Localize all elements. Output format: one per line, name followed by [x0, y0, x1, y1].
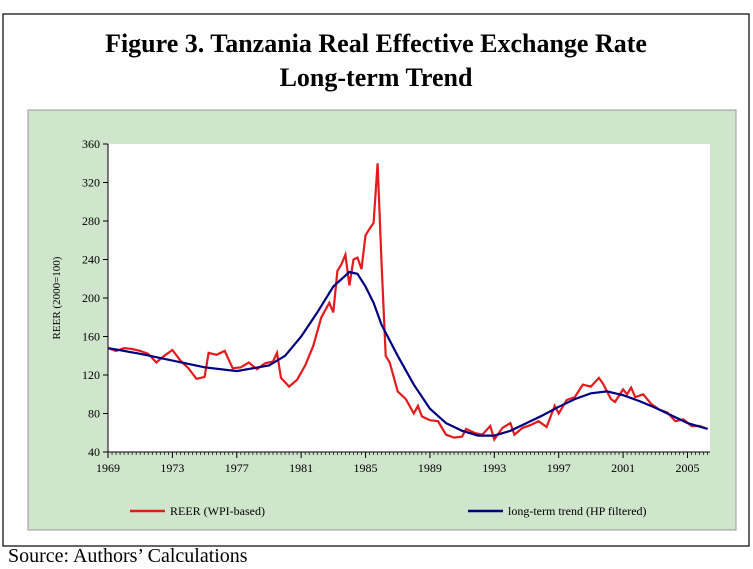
- y-tick-label: 120: [82, 368, 100, 382]
- series-line: [107, 163, 708, 443]
- x-tick-label: 2005: [675, 461, 699, 475]
- x-tick-label: 1993: [482, 461, 506, 475]
- y-tick-label: 200: [82, 291, 100, 305]
- series-line: [107, 270, 708, 437]
- legend-label: long-term trend (HP filtered): [508, 504, 647, 518]
- y-tick-label: 80: [88, 407, 100, 421]
- x-tick-label: 1973: [160, 461, 184, 475]
- x-tick-label: 1985: [354, 461, 378, 475]
- x-tick-label: 1981: [289, 461, 313, 475]
- y-axis-label: REER (2000=100): [51, 256, 63, 339]
- y-tick-label: 360: [82, 137, 100, 151]
- y-tick-label: 240: [82, 253, 100, 267]
- x-tick-label: 1989: [418, 461, 442, 475]
- x-tick-label: 1969: [96, 461, 120, 475]
- y-tick-label: 320: [82, 176, 100, 190]
- chart-title: Figure 3. Tanzania Real Effective Exchan…: [105, 29, 647, 58]
- x-tick-label: 1977: [225, 461, 249, 475]
- chart-subtitle: Long-term Trend: [280, 63, 473, 92]
- x-tick-label: 1997: [547, 461, 571, 475]
- y-tick-label: 40: [88, 445, 100, 459]
- y-tick-label: 280: [82, 214, 100, 228]
- y-tick-label: 160: [82, 330, 100, 344]
- legend-label: REER (WPI-based): [170, 504, 265, 518]
- plot-area: [108, 144, 710, 452]
- source-note: Source: Authors’ Calculations: [8, 545, 248, 567]
- x-tick-label: 2001: [611, 461, 635, 475]
